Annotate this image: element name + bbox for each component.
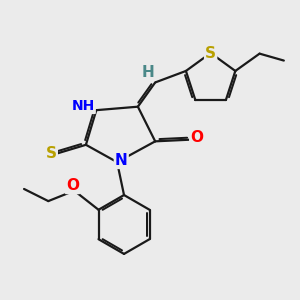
Text: S: S xyxy=(205,46,216,61)
Text: S: S xyxy=(46,146,57,161)
Text: H: H xyxy=(141,65,154,80)
Text: O: O xyxy=(66,178,79,193)
Text: O: O xyxy=(190,130,203,146)
Text: N: N xyxy=(115,153,128,168)
Text: NH: NH xyxy=(71,99,95,113)
